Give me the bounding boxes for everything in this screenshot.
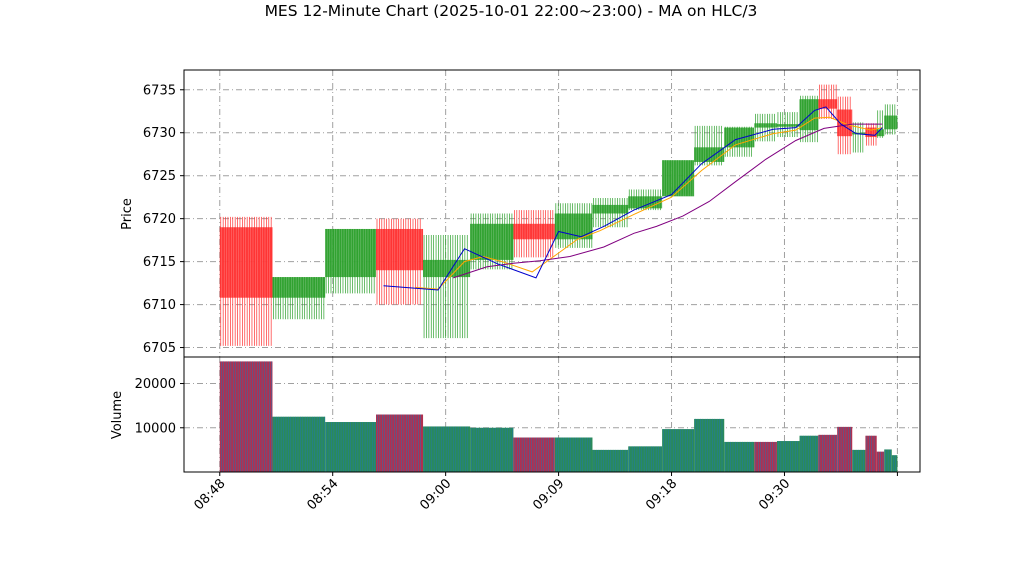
price-candles: [219, 84, 898, 346]
candle-body: [470, 223, 514, 260]
price-y-ticks: 6705 6710 6715 6720 6725 6730 6735: [143, 83, 184, 356]
candle-body: [876, 129, 885, 137]
candle-body: [837, 109, 853, 137]
ma-mid-line: [415, 116, 883, 290]
price-ytick-label: 6735: [143, 83, 176, 98]
volume-bar-rect: [724, 441, 755, 472]
volume-bar: [592, 449, 629, 472]
candle-body: [272, 277, 326, 298]
volume-bar: [724, 441, 755, 472]
volume-bar: [554, 437, 593, 472]
candle-body: [662, 160, 695, 197]
price-ytick-label: 6705: [143, 341, 176, 356]
x-tick-label: 08:54: [304, 476, 341, 513]
volume-bar: [776, 441, 800, 472]
volume-bar: [852, 449, 866, 472]
candle: [776, 112, 800, 138]
price-axis-label: Price: [120, 198, 135, 230]
candle: [628, 189, 663, 211]
volume-bar: [837, 426, 853, 472]
volume-bar-rect: [818, 434, 838, 472]
volume-bars: [219, 361, 898, 472]
ma-slow-line: [453, 123, 883, 279]
price-ytick-label: 6720: [143, 212, 176, 227]
candle-body: [513, 223, 555, 240]
candle-body: [325, 228, 376, 278]
price-ytick-label: 6730: [143, 126, 176, 141]
volume-ytick-label: 10000: [135, 421, 176, 436]
volume-bar-rect: [865, 435, 877, 472]
volume-bar: [799, 435, 819, 472]
volume-bar-rect: [554, 437, 593, 472]
candle: [470, 213, 514, 270]
volume-bar: [325, 422, 376, 472]
x-tick-label: 08:48: [191, 476, 228, 513]
x-tick-label: 09:09: [530, 476, 567, 513]
volume-bar: [376, 414, 424, 472]
candle-body: [592, 204, 629, 214]
candle: [662, 160, 695, 197]
x-tick-label: 09:18: [643, 476, 680, 513]
volume-ytick-label: 20000: [135, 377, 176, 392]
price-ytick-label: 6710: [143, 298, 176, 313]
volume-bar: [818, 434, 838, 472]
candle-body: [776, 124, 800, 127]
candle: [724, 126, 755, 157]
volume-bar: [876, 451, 885, 472]
volume-bar-rect: [470, 427, 514, 472]
candle-body: [628, 196, 663, 209]
candle-body: [219, 227, 273, 298]
volume-bar: [891, 455, 898, 472]
candle: [592, 198, 629, 228]
candle-body: [694, 147, 725, 162]
volume-bar-rect: [799, 435, 819, 472]
volume-bar: [884, 449, 892, 472]
candle-body: [818, 99, 838, 109]
ma-fast-line: [383, 106, 883, 291]
candle-body: [376, 228, 424, 271]
price-ytick-label: 6715: [143, 255, 176, 270]
x-axis-ticks: 08:48 08:54 09:00 09:09 09:18 09:30: [191, 472, 898, 513]
volume-bar: [423, 426, 471, 472]
candle: [799, 95, 819, 143]
candle: [884, 104, 898, 135]
candle: [694, 125, 725, 166]
volume-bar-rect: [628, 446, 663, 472]
volume-bar-rect: [423, 426, 471, 472]
volume-y-ticks: 10000 20000: [135, 377, 184, 436]
volume-bar: [694, 418, 725, 472]
candle: [219, 216, 273, 346]
candle-body: [865, 127, 877, 138]
volume-bar-rect: [891, 455, 898, 472]
candle: [513, 210, 555, 258]
volume-bar-rect: [694, 418, 725, 472]
volume-bar: [628, 446, 663, 472]
candle-body: [754, 123, 777, 128]
price-moving-averages: [383, 106, 883, 291]
volume-axis-label: Volume: [110, 391, 125, 439]
candle: [554, 203, 593, 248]
volume-bar-rect: [376, 414, 424, 472]
candle: [754, 113, 777, 142]
chart-title: MES 12-Minute Chart (2025-10-01 22:00~23…: [265, 2, 758, 20]
volume-bar: [754, 441, 777, 472]
price-ytick-label: 6725: [143, 169, 176, 184]
candle: [376, 218, 424, 305]
volume-bar-rect: [837, 426, 853, 472]
candle-body: [884, 115, 898, 130]
volume-bar: [470, 427, 514, 472]
volume-bar: [662, 429, 695, 472]
candle-body: [799, 99, 819, 131]
volume-panel-frame: [183, 356, 921, 473]
x-tick-label: 09:00: [417, 476, 454, 513]
candle: [272, 277, 326, 320]
x-tick-label: 09:30: [756, 476, 793, 513]
volume-bar: [272, 416, 326, 472]
volume-bar: [865, 435, 877, 472]
volume-bar: [219, 361, 273, 472]
candle-body: [423, 259, 471, 278]
candle: [325, 228, 376, 294]
volume-bar: [513, 437, 555, 472]
